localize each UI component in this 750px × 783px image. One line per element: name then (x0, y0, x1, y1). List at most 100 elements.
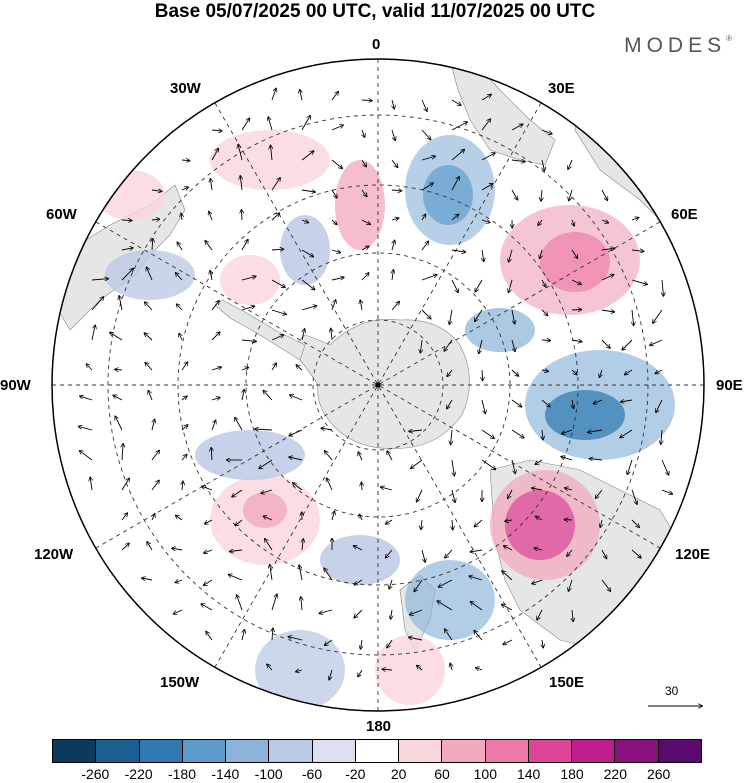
wind-vector (536, 516, 543, 521)
wind-vector (481, 119, 490, 131)
wind-vector (301, 306, 317, 311)
wind-vector (115, 416, 123, 431)
wind-vector (481, 184, 493, 191)
wind-vector (594, 399, 603, 404)
colorbar-swatch (399, 740, 443, 762)
wind-vector (259, 459, 273, 469)
wind-vector (417, 489, 423, 502)
wind-vector (662, 279, 664, 296)
brand-logo: MODES® (624, 34, 732, 58)
wind-vector (475, 309, 483, 321)
wind-vector (653, 309, 663, 323)
wind-vector (151, 190, 162, 191)
wind-vector (476, 668, 483, 670)
wind-vector (571, 279, 581, 284)
wind-vector (237, 595, 243, 611)
wind-vector (241, 240, 248, 251)
wind-vector (541, 279, 546, 287)
neg-anomaly-east-core (545, 390, 625, 440)
wind-vector (601, 339, 610, 348)
brand-text: MODES (624, 34, 727, 57)
wind-vector (242, 210, 243, 221)
wind-vector (631, 519, 639, 527)
colorbar-swatch (53, 740, 97, 762)
lon-label-60w: 60W (46, 206, 77, 223)
wind-vector (267, 664, 273, 671)
wind-vector (541, 129, 552, 134)
wind-vector (296, 365, 303, 371)
wind-vector (235, 418, 243, 431)
wind-vector (479, 339, 483, 353)
wind-vector (301, 597, 302, 611)
wind-vector (359, 515, 362, 521)
pos-anomaly-bellingshausen (220, 255, 280, 305)
wind-vector (631, 489, 637, 504)
wind-vector (421, 156, 435, 161)
wind-vector (265, 539, 273, 551)
wind-vector (511, 459, 515, 474)
wind-vector (511, 369, 519, 376)
wind-vector (211, 397, 220, 400)
colorbar-tick-label: 260 (646, 766, 671, 782)
reference-vector-label: 30 (665, 684, 679, 698)
wind-vector (439, 579, 453, 587)
wind-vector (567, 549, 573, 556)
wind-vector (331, 300, 336, 311)
wind-vector (511, 309, 515, 324)
wind-vector (202, 486, 213, 491)
wind-vector (391, 129, 395, 140)
wind-vector (361, 189, 367, 197)
neg-anomaly-ross-sea (320, 535, 400, 585)
wind-vector (509, 279, 513, 293)
wind-vector (382, 669, 393, 670)
wind-vector (91, 325, 95, 341)
wind-vector (147, 542, 153, 551)
wind-vector (331, 277, 344, 281)
wind-vector (417, 665, 423, 671)
wind-vector (509, 249, 513, 262)
wind-vector (121, 478, 129, 491)
wind-vector (302, 329, 305, 341)
wind-vector (421, 275, 437, 281)
lon-label-0: 0 (372, 36, 381, 53)
wind-vector (205, 519, 213, 524)
colorbar-tick-label: -260 (81, 766, 110, 782)
wind-vector (210, 179, 212, 191)
lon-label-150e: 150E (549, 674, 585, 691)
wind-vector (542, 639, 543, 648)
wind-vector (293, 483, 303, 491)
wind-vector (271, 178, 280, 191)
wind-vector (502, 605, 513, 611)
wind-vector (181, 455, 187, 461)
wind-vector (600, 519, 602, 527)
lon-label-150w: 150W (160, 674, 200, 691)
wind-vector (541, 309, 548, 315)
wind-vector (121, 220, 132, 221)
wind-vector (392, 240, 395, 251)
wind-vector (211, 448, 212, 461)
wind-vector (296, 670, 303, 672)
wind-vector (362, 129, 365, 137)
colorbar-tick-label: -140 (211, 766, 240, 782)
wind-vector (511, 124, 523, 131)
wind-vector (288, 637, 303, 641)
wind-vector (620, 429, 633, 438)
wind-vector (121, 543, 129, 551)
wind-vector (301, 220, 308, 223)
neg-anomaly-weddell (280, 215, 330, 285)
wind-vector (650, 339, 663, 345)
wind-vector (389, 579, 392, 589)
wind-vector (181, 425, 188, 431)
wind-vector (511, 429, 524, 438)
wind-vector (481, 429, 494, 438)
lon-label-90w: 90W (0, 377, 31, 394)
wind-vector (601, 248, 615, 250)
wind-vector (151, 450, 159, 461)
wind-vector (271, 213, 279, 221)
wind-vector (332, 511, 335, 521)
wind-vector (421, 549, 425, 562)
wind-vector (121, 269, 133, 281)
wind-vector (80, 396, 93, 401)
wind-vector (451, 429, 452, 445)
wind-vector (409, 637, 423, 641)
